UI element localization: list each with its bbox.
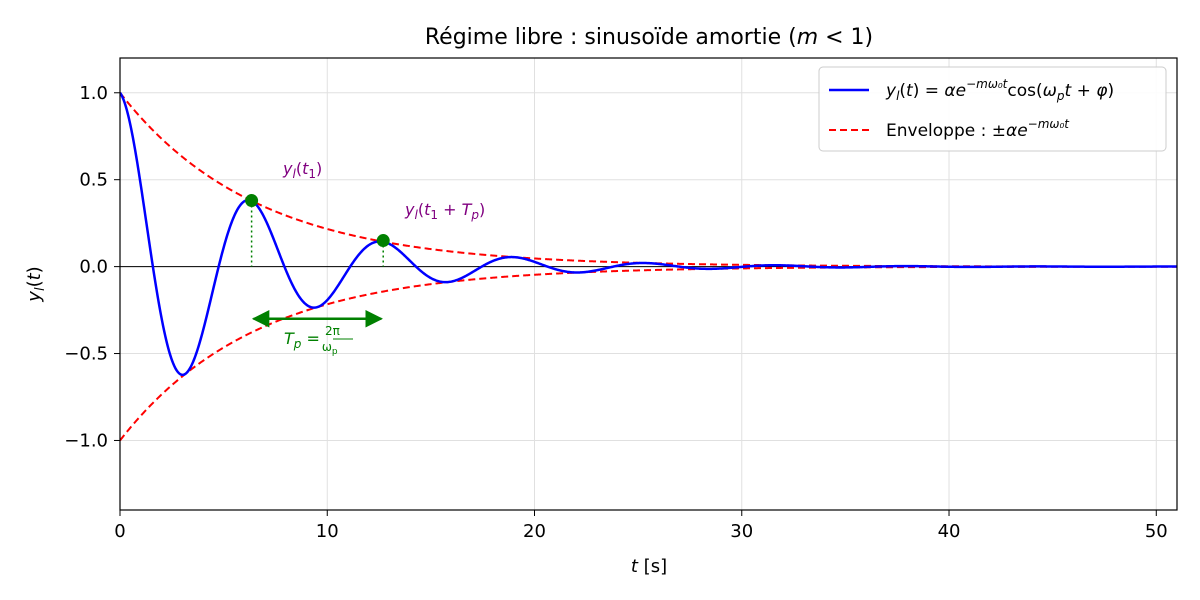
x-tick-label: 10	[316, 521, 339, 542]
marker-point-2	[376, 234, 390, 248]
marker-point-1	[245, 194, 259, 208]
y-tick-label: 1.0	[79, 83, 108, 104]
period-label: Tp = 2π ωp	[284, 324, 340, 357]
legend: yl(t) = αe−mω₀tcos(ωpt + φ) Enveloppe : …	[818, 66, 1167, 152]
chart-title: Régime libre : sinusoïde amortie (m < 1)	[425, 25, 873, 50]
y-tick-label: 0.0	[79, 257, 108, 278]
x-tick-label: 0	[114, 521, 125, 542]
y-tick-label: 0.5	[79, 170, 108, 191]
x-axis-label: t [s]	[631, 556, 667, 577]
y-tick-label: −1.0	[64, 430, 108, 451]
annotation-label-t1-tp: yl(t1 + Tp)	[404, 200, 485, 222]
annotation-label-t1: yl(t1)	[282, 159, 322, 181]
x-tick-label: 50	[1145, 521, 1168, 542]
x-tick-label: 40	[938, 521, 961, 542]
x-tick-label: 30	[730, 521, 753, 542]
x-tick-label: 20	[523, 521, 546, 542]
y-axis-label: yl(t)	[24, 266, 48, 302]
legend-label-response: yl(t) = αe−mω₀tcos(ωpt + φ)	[885, 77, 1114, 103]
annotations	[245, 194, 390, 328]
ticks: 0 10 20 30 40 50 1.0 0.5 0.0 −0.5 −1.0	[64, 83, 1167, 542]
axes-border	[119, 57, 1178, 511]
legend-box	[818, 66, 1167, 152]
y-tick-label: −0.5	[64, 344, 108, 365]
response-curve	[120, 92, 1177, 377]
